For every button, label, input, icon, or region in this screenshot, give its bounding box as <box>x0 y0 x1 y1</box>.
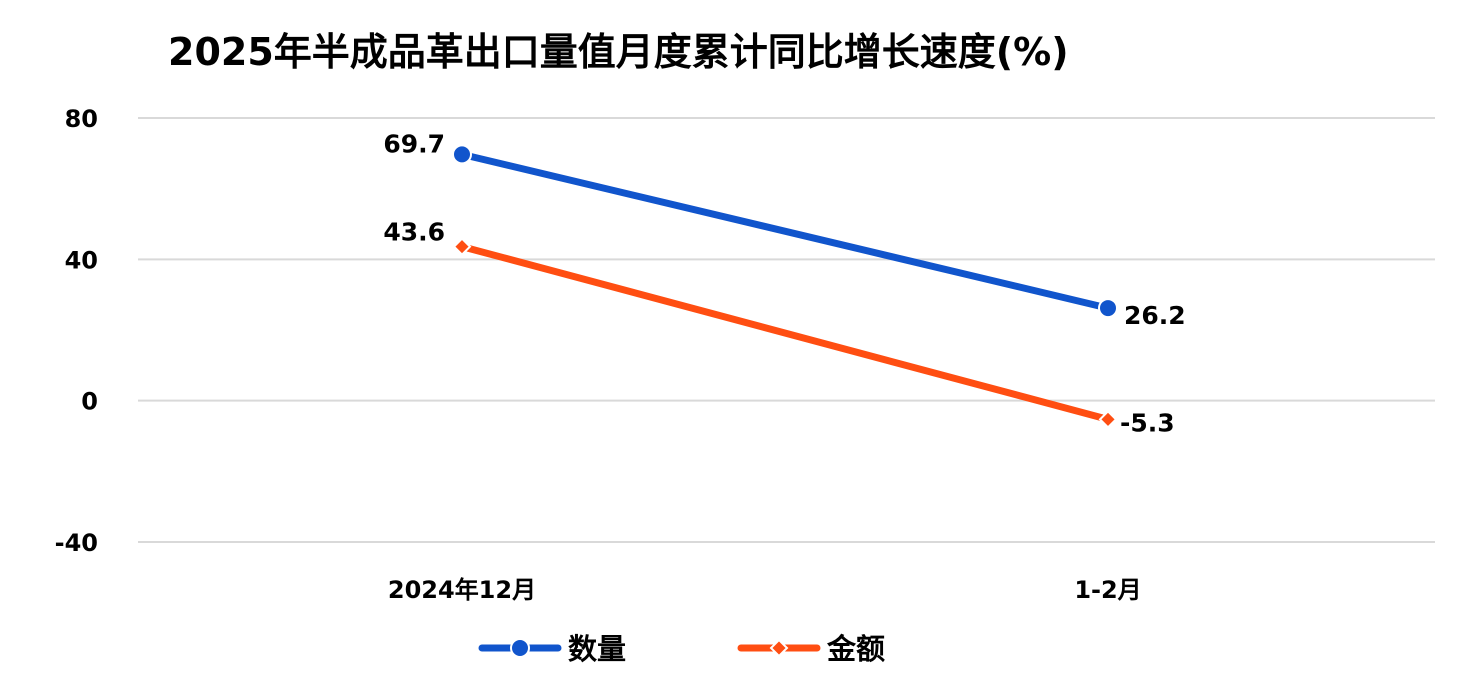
legend-marker-1 <box>510 638 530 658</box>
data-labels: 69.7 26.2 43.6 -5.3 <box>383 129 1185 437</box>
data-point-2 <box>1098 409 1118 429</box>
y-tick-label: 0 <box>81 388 98 416</box>
x-tick-label: 1-2月 <box>1074 576 1141 604</box>
chart-title: 2025年半成品革出口量值月度累计同比增长速度(%) <box>168 30 1069 74</box>
gridlines <box>138 117 1435 543</box>
data-point-2 <box>452 237 472 257</box>
data-label: 69.7 <box>383 129 445 158</box>
legend-marker-2 <box>769 638 789 658</box>
x-axis-tick-labels: 2024年12月 1-2月 <box>388 576 1142 604</box>
y-tick-label: -40 <box>55 529 98 557</box>
series-lines <box>458 150 1112 423</box>
x-tick-label: 2024年12月 <box>388 576 536 604</box>
series-line-1 <box>458 150 1112 312</box>
data-point-1 <box>1098 298 1118 319</box>
legend-label: 数量 <box>568 632 626 666</box>
data-label: -5.3 <box>1120 408 1175 437</box>
y-tick-label: 40 <box>65 246 98 274</box>
data-label: 43.6 <box>383 218 445 247</box>
legend-label: 金额 <box>826 632 885 666</box>
y-axis-tick-labels: 80 40 0 -40 <box>55 105 98 557</box>
y-tick-label: 80 <box>65 105 98 133</box>
legend: 数量 金额 <box>478 632 885 666</box>
data-label: 26.2 <box>1124 301 1186 330</box>
data-point-1 <box>452 144 472 165</box>
series-line-2 <box>458 243 1112 423</box>
series-markers <box>452 144 1118 429</box>
